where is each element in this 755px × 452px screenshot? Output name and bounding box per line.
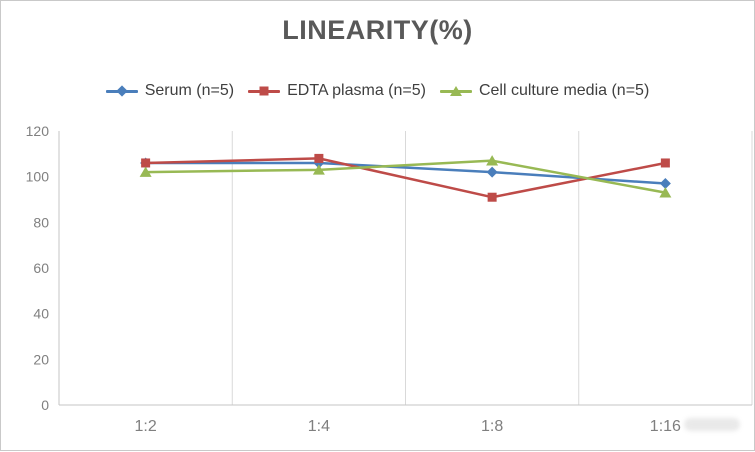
data-point-triangle-cell[interactable] [139,166,152,177]
square-marker-icon [259,86,269,96]
legend-label-serum: Serum (n=5) [144,82,235,99]
y-tick-label: 20 [33,351,49,367]
data-point-diamond-serum[interactable] [659,178,671,190]
edta-line-sample [248,86,281,96]
x-category-label: 1:2 [135,418,157,435]
data-point-square-edta[interactable] [314,153,324,163]
y-tick-label: 40 [33,306,49,322]
data-point-triangle-cell[interactable] [312,164,325,175]
y-tick-label: 120 [26,123,50,139]
x-category-label: 1:16 [650,418,681,435]
legend-label-edta-plasma: EDTA plasma (n=5) [287,82,426,99]
legend-item-cell-culture-media[interactable]: Cell culture media (n=5) [439,82,650,100]
x-category-label: 1:4 [308,418,330,435]
serum-line-sample [105,85,138,97]
data-point-square-edta[interactable] [487,192,497,202]
chart-title: LINEARITY(%) [282,15,473,45]
y-tick-label: 0 [41,397,49,413]
y-tick-label: 80 [33,214,49,230]
series-line-cell[interactable] [144,159,667,194]
legend: Serum (n=5) EDTA plasma (n=5) Cell cultu… [1,78,754,104]
data-point-square-edta[interactable] [141,158,151,168]
legend-item-serum[interactable]: Serum (n=5) [105,82,235,100]
data-point-triangle-cell[interactable] [659,187,672,198]
legend-label-cell-culture-media: Cell culture media (n=5) [478,82,650,99]
data-point-square-edta[interactable] [660,158,670,168]
data-point-diamond-serum[interactable] [486,166,498,178]
watermark-smudge [684,418,740,431]
legend-item-edta-plasma[interactable]: EDTA plasma (n=5) [248,82,426,100]
y-tick-label: 100 [26,169,50,185]
series-line-edta[interactable] [144,157,667,199]
x-category-label: 1:8 [481,418,503,435]
cell-culture-line-sample [439,86,472,96]
data-point-triangle-cell[interactable] [486,155,499,166]
triangle-marker-icon [449,86,462,96]
y-tick-label: 60 [33,260,49,276]
